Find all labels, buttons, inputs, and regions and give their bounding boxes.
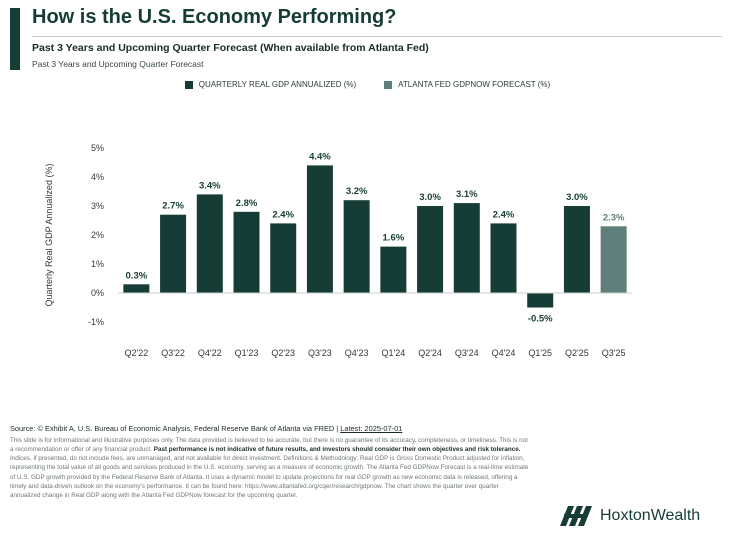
chart-subsubtitle: Past 3 Years and Upcoming Quarter Foreca… xyxy=(32,59,204,69)
x-tick-label: Q2'25 xyxy=(565,348,589,358)
brand-name: HoxtonWealth xyxy=(600,507,701,524)
x-tick-label: Q3'24 xyxy=(455,348,479,358)
x-tick-label: Q4'22 xyxy=(198,348,222,358)
x-tick-label: Q4'24 xyxy=(492,348,516,358)
data-label: 3.0% xyxy=(419,192,441,203)
data-label: 3.2% xyxy=(346,186,368,197)
bar xyxy=(233,211,260,293)
x-tick-label: Q1'23 xyxy=(235,348,259,358)
y-tick-label: 2% xyxy=(91,230,104,240)
data-label: 3.4% xyxy=(199,180,221,191)
x-axis-ticks: Q2'22 Q3'22 Q4'22 Q1'23 Q2'23 Q3'23 Q4'23 Q1'24… xyxy=(124,348,625,358)
disclaimer-bold: Past performance is not indicative of fu… xyxy=(153,446,521,454)
disclaimer-text-1: This slide is for informational and illu… xyxy=(10,437,528,454)
bar xyxy=(306,165,333,293)
data-label: 2.7% xyxy=(162,201,184,212)
data-label: 2.8% xyxy=(236,198,258,209)
title-divider xyxy=(32,36,722,37)
legend-swatch-actual xyxy=(184,80,193,89)
hoxton-wealth-logo-icon xyxy=(560,506,592,526)
data-label: 3.0% xyxy=(566,192,588,203)
legend-label-forecast: ATLANTA FED GDPNOW FORECAST (%) xyxy=(398,80,551,89)
data-label: 2.4% xyxy=(272,209,294,220)
data-label: 4.4% xyxy=(309,151,331,162)
data-label: 3.1% xyxy=(456,189,478,200)
bar xyxy=(196,194,223,293)
chart-subtitle: Past 3 Years and Upcoming Quarter Foreca… xyxy=(32,42,429,54)
bar xyxy=(270,223,297,293)
bar xyxy=(600,226,627,293)
bar xyxy=(160,214,187,293)
data-labels: 0.3% 2.7% 3.4% 2.8% 2.4% 4.4% 3.2% 1.6% 3.0% 3.1%… xyxy=(126,151,625,324)
bar xyxy=(490,223,517,293)
x-tick-label: Q1'25 xyxy=(528,348,552,358)
data-label: 2.4% xyxy=(493,209,515,220)
y-tick-label: 1% xyxy=(91,259,104,269)
x-tick-label: Q3'23 xyxy=(308,348,332,358)
data-label: 1.6% xyxy=(383,233,405,244)
x-tick-label: Q1'24 xyxy=(381,348,405,358)
legend-swatch-forecast xyxy=(384,80,393,89)
page-title: How is the U.S. Economy Performing? xyxy=(32,6,397,28)
x-tick-label: Q2'24 xyxy=(418,348,442,358)
legend-item-forecast: ATLANTA FED GDPNOW FORECAST (%) xyxy=(384,80,550,89)
disclaimer-text-2: Indices, if presented, do not include fe… xyxy=(10,455,529,499)
y-tick-label: 3% xyxy=(91,201,104,211)
accent-bar xyxy=(10,8,20,70)
x-tick-label: Q4'23 xyxy=(345,348,369,358)
legend-label-actual: QUARTERLY REAL GDP ANNUALIZED (%) xyxy=(198,80,357,89)
latest-date: Latest: 2025-07-01 xyxy=(340,424,403,433)
y-axis-ticks: -1% 0% 1% 2% 3% 4% 5% xyxy=(88,143,104,327)
y-tick-label: 0% xyxy=(91,288,104,298)
x-tick-label: Q3'22 xyxy=(161,348,185,358)
bar xyxy=(380,246,407,293)
legend-item-actual: QUARTERLY REAL GDP ANNUALIZED (%) xyxy=(184,80,357,89)
bars xyxy=(123,165,627,308)
gdp-bar-chart: Quarterly Real GDP Annualized (%) -1% 0% 1… xyxy=(44,143,632,358)
y-axis-label: Quarterly Real GDP Annualized (%) xyxy=(44,164,54,307)
data-label: 0.3% xyxy=(126,270,148,281)
y-tick-label: 4% xyxy=(91,172,104,182)
data-label: 2.3% xyxy=(603,212,625,223)
y-tick-label: -1% xyxy=(88,317,104,327)
chart-legend: QUARTERLY REAL GDP ANNUALIZED (%) ATLANT… xyxy=(0,80,735,89)
source-line: Source: © Exhibit A, U.S. Bureau of Econ… xyxy=(10,424,530,433)
brand: HoxtonWealth xyxy=(560,506,700,526)
x-tick-label: Q2'23 xyxy=(271,348,295,358)
data-label: -0.5% xyxy=(528,314,553,325)
disclaimer: This slide is for informational and illu… xyxy=(10,436,530,500)
bar xyxy=(453,203,480,293)
bar xyxy=(343,200,370,293)
bar xyxy=(563,206,590,293)
x-tick-label: Q2'22 xyxy=(124,348,148,358)
source-text: Source: © Exhibit A, U.S. Bureau of Econ… xyxy=(10,424,341,433)
x-tick-label: Q3'25 xyxy=(602,348,626,358)
y-tick-label: 5% xyxy=(91,143,104,153)
bar xyxy=(417,206,444,293)
bar xyxy=(123,284,150,293)
bar xyxy=(527,293,554,308)
